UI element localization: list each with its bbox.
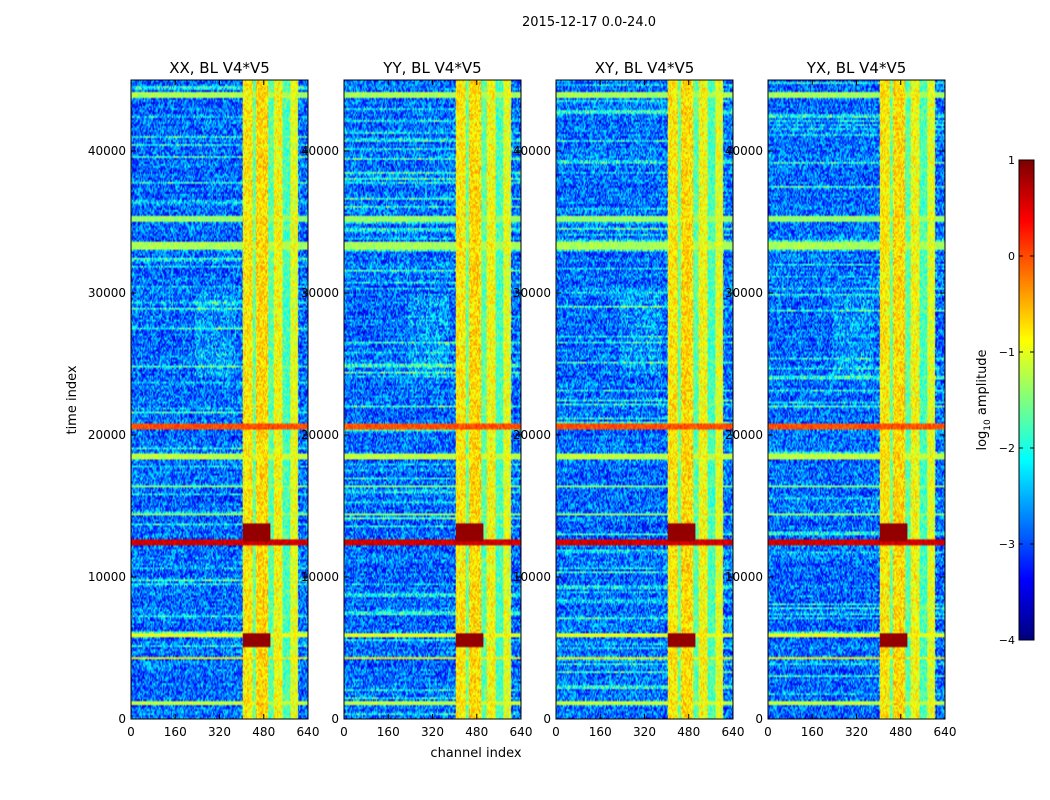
x-tick-label: 640 (510, 725, 533, 739)
panel: XX, BL V4*V5 0 160 320 480 640 0 10000 20000 3000… (88, 59, 320, 739)
x-tick-label: 320 (421, 725, 444, 739)
colorbar-tick-label: −3 (999, 538, 1015, 551)
y-tick-label: 0 (331, 712, 339, 726)
panel-title: XX, BL V4*V5 (169, 59, 270, 77)
y-tick-label: 30000 (725, 286, 763, 300)
x-tick-label: 640 (722, 725, 745, 739)
y-tick-label: 20000 (725, 428, 763, 442)
panel-title: YY, BL V4*V5 (382, 59, 481, 77)
y-tick-label: 20000 (513, 428, 551, 442)
x-tick-label: 320 (208, 725, 231, 739)
y-tick-label: 0 (543, 712, 551, 726)
y-tick-label: 30000 (88, 286, 126, 300)
y-axis-label: time index (65, 365, 80, 434)
panel-title: XY, BL V4*V5 (595, 59, 695, 77)
panel: YY, BL V4*V5 0 160 320 480 640 0 10000 20000 3000… (301, 59, 533, 739)
x-tick-label: 320 (633, 725, 656, 739)
panel-title: YX, BL V4*V5 (806, 59, 907, 77)
colorbar-frame (1018, 159, 1035, 641)
y-tick-label: 10000 (301, 570, 339, 584)
panel: XY, BL V4*V5 0 160 320 480 640 0 10000 20000 3000… (513, 59, 745, 739)
y-tick-label: 30000 (513, 286, 551, 300)
y-tick-label: 10000 (513, 570, 551, 584)
x-tick-label: 160 (377, 725, 400, 739)
panels: XX, BL V4*V5 0 160 320 480 640 0 10000 20000 3000… (88, 59, 957, 739)
x-axis-label: channel index (430, 746, 521, 761)
colorbar-tick-label: 0 (1008, 250, 1015, 263)
heatmap-image (556, 80, 733, 719)
y-tick-label: 10000 (725, 570, 763, 584)
colorbar-tick-label: −1 (999, 346, 1015, 359)
x-tick-label: 480 (465, 725, 488, 739)
y-tick-label: 40000 (88, 144, 126, 158)
x-tick-label: 640 (934, 725, 957, 739)
y-tick-label: 30000 (301, 286, 339, 300)
x-tick-label: 0 (340, 725, 348, 739)
x-tick-label: 160 (164, 725, 187, 739)
x-tick-label: 160 (589, 725, 612, 739)
colorbar: −4 −3 −2 −1 0 1 (999, 154, 1035, 647)
x-tick-label: 0 (764, 725, 772, 739)
y-tick-label: 10000 (88, 570, 126, 584)
x-tick-label: 160 (801, 725, 824, 739)
y-tick-label: 40000 (513, 144, 551, 158)
x-tick-label: 640 (297, 725, 320, 739)
colorbar-gradient (1019, 160, 1034, 640)
colorbar-tick-label: 1 (1008, 154, 1015, 167)
colorbar-label: log10 amplitude (975, 349, 993, 450)
y-tick-label: 40000 (301, 144, 339, 158)
x-tick-label: 480 (252, 725, 275, 739)
y-tick-label: 20000 (301, 428, 339, 442)
colorbar-tick-label: −2 (999, 442, 1015, 455)
y-tick-label: 20000 (88, 428, 126, 442)
heatmap-image (131, 80, 308, 719)
y-tick-label: 0 (118, 712, 126, 726)
x-tick-label: 0 (127, 725, 135, 739)
x-tick-label: 320 (845, 725, 868, 739)
heatmap-image (768, 80, 945, 719)
figure-suptitle: 2015-12-17 0.0-24.0 (522, 15, 656, 30)
panel: YX, BL V4*V5 0 160 320 480 640 0 10000 20000 3000… (725, 59, 957, 739)
heatmap-image (344, 80, 521, 719)
y-tick-label: 40000 (725, 144, 763, 158)
x-tick-label: 0 (552, 725, 560, 739)
x-tick-label: 480 (677, 725, 700, 739)
y-tick-label: 0 (755, 712, 763, 726)
x-tick-label: 480 (889, 725, 912, 739)
colorbar-tick-label: −4 (999, 634, 1015, 647)
